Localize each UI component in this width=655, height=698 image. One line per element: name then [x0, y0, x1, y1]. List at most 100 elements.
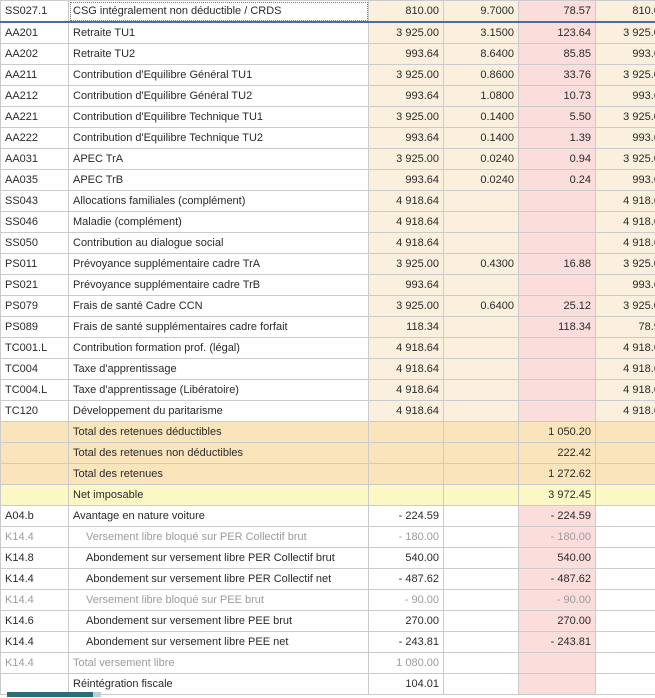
table-row[interactable]: AA201 Retraite TU1 3 925.00 3.1500 123.6…: [1, 22, 655, 44]
row-base-cell[interactable]: 3 925.00: [369, 22, 444, 44]
row-base2-cell[interactable]: 4 918.64: [596, 359, 655, 380]
row-base2-cell[interactable]: [596, 590, 655, 611]
row-code-cell[interactable]: TC001.L: [1, 338, 69, 359]
row-label-cell[interactable]: Contribution d'Equilibre Technique TU2: [69, 128, 369, 149]
row-rate-cell[interactable]: [444, 485, 519, 506]
row-label-cell[interactable]: Retraite TU2: [69, 44, 369, 65]
row-base-cell[interactable]: 270.00: [369, 611, 444, 632]
row-base-cell[interactable]: 4 918.64: [369, 233, 444, 254]
row-base-cell[interactable]: 540.00: [369, 548, 444, 569]
row-amount-cell[interactable]: [519, 380, 596, 401]
row-label-cell[interactable]: Total versement libre: [69, 653, 369, 674]
table-row[interactable]: K14.4 Total versement libre 1 080.00: [1, 653, 655, 674]
row-rate-cell[interactable]: [444, 674, 519, 695]
row-rate-cell[interactable]: [444, 191, 519, 212]
table-row[interactable]: AA211 Contribution d'Equilibre Général T…: [1, 65, 655, 86]
row-label-cell[interactable]: Frais de santé Cadre CCN: [69, 296, 369, 317]
row-rate-cell[interactable]: [444, 653, 519, 674]
table-row[interactable]: PS079 Frais de santé Cadre CCN 3 925.00 …: [1, 296, 655, 317]
row-amount-cell[interactable]: 1 050.20: [519, 422, 596, 443]
horizontal-scrollbar-thumb[interactable]: [7, 692, 93, 697]
row-base-cell[interactable]: 993.64: [369, 170, 444, 191]
row-rate-cell[interactable]: [444, 548, 519, 569]
row-label-cell[interactable]: Contribution au dialogue social: [69, 233, 369, 254]
row-base2-cell[interactable]: 993.64: [596, 128, 655, 149]
row-base2-cell[interactable]: 3 925.00: [596, 65, 655, 86]
row-amount-cell[interactable]: [519, 275, 596, 296]
row-base2-cell[interactable]: [596, 443, 655, 464]
row-code-cell[interactable]: TC004: [1, 359, 69, 380]
row-code-cell[interactable]: K14.8: [1, 548, 69, 569]
table-row[interactable]: SS043 Allocations familiales (complément…: [1, 191, 655, 212]
row-label-cell[interactable]: APEC TrA: [69, 149, 369, 170]
row-code-cell[interactable]: PS089: [1, 317, 69, 338]
row-base-cell[interactable]: 104.01: [369, 674, 444, 695]
row-label-cell[interactable]: Contribution formation prof. (légal): [69, 338, 369, 359]
row-amount-cell[interactable]: 10.73: [519, 86, 596, 107]
row-amount-cell[interactable]: 1.39: [519, 128, 596, 149]
table-row[interactable]: K14.4 Abondement sur versement libre PEE…: [1, 632, 655, 653]
row-base-cell[interactable]: - 180.00: [369, 527, 444, 548]
table-row[interactable]: AA222 Contribution d'Equilibre Technique…: [1, 128, 655, 149]
row-base-cell[interactable]: - 243.81: [369, 632, 444, 653]
table-row[interactable]: K14.4 Abondement sur versement libre PER…: [1, 569, 655, 590]
row-rate-cell[interactable]: [444, 527, 519, 548]
row-amount-cell[interactable]: 1 272.62: [519, 464, 596, 485]
row-amount-cell[interactable]: [519, 674, 596, 695]
row-base2-cell[interactable]: [596, 611, 655, 632]
row-amount-cell[interactable]: 270.00: [519, 611, 596, 632]
row-base2-cell[interactable]: 3 925.00: [596, 149, 655, 170]
row-code-cell[interactable]: SS027.1: [1, 1, 69, 23]
row-code-cell[interactable]: SS043: [1, 191, 69, 212]
row-label-cell[interactable]: Contribution d'Equilibre Technique TU1: [69, 107, 369, 128]
row-rate-cell[interactable]: 9.7000: [444, 1, 519, 23]
row-amount-cell[interactable]: [519, 359, 596, 380]
row-base2-cell[interactable]: 4 918.64: [596, 212, 655, 233]
table-row[interactable]: AA035 APEC TrB 993.64 0.0240 0.24 993.64: [1, 170, 655, 191]
row-base-cell[interactable]: 4 918.64: [369, 191, 444, 212]
row-base2-cell[interactable]: 4 918.64: [596, 233, 655, 254]
row-base-cell[interactable]: 3 925.00: [369, 296, 444, 317]
row-base2-cell[interactable]: 810.00: [596, 1, 655, 23]
row-base-cell[interactable]: 993.64: [369, 86, 444, 107]
row-code-cell[interactable]: [1, 485, 69, 506]
row-rate-cell[interactable]: 0.6400: [444, 296, 519, 317]
row-label-cell[interactable]: Contribution d'Equilibre Général TU1: [69, 65, 369, 86]
table-row[interactable]: TC001.L Contribution formation prof. (lé…: [1, 338, 655, 359]
row-base-cell[interactable]: 1 080.00: [369, 653, 444, 674]
row-base2-cell[interactable]: 3 925.00: [596, 296, 655, 317]
row-label-cell[interactable]: Maladie (complément): [69, 212, 369, 233]
table-row[interactable]: K14.6 Abondement sur versement libre PEE…: [1, 611, 655, 632]
table-row[interactable]: PS021 Prévoyance supplémentaire cadre Tr…: [1, 275, 655, 296]
row-base2-cell[interactable]: 78.90: [596, 317, 655, 338]
row-base-cell[interactable]: 4 918.64: [369, 359, 444, 380]
row-base-cell[interactable]: 993.64: [369, 44, 444, 65]
row-amount-cell[interactable]: [519, 191, 596, 212]
row-rate-cell[interactable]: 0.4300: [444, 254, 519, 275]
row-amount-cell[interactable]: [519, 653, 596, 674]
row-code-cell[interactable]: K14.4: [1, 569, 69, 590]
row-amount-cell[interactable]: 16.88: [519, 254, 596, 275]
row-base-cell[interactable]: - 90.00: [369, 590, 444, 611]
row-base2-cell[interactable]: 4 918.64: [596, 191, 655, 212]
row-amount-cell[interactable]: - 243.81: [519, 632, 596, 653]
row-code-cell[interactable]: TC004.L: [1, 380, 69, 401]
row-amount-cell[interactable]: 78.57: [519, 1, 596, 23]
row-base-cell[interactable]: 3 925.00: [369, 254, 444, 275]
row-label-cell[interactable]: Allocations familiales (complément): [69, 191, 369, 212]
row-base2-cell[interactable]: [596, 422, 655, 443]
table-row[interactable]: PS011 Prévoyance supplémentaire cadre Tr…: [1, 254, 655, 275]
row-rate-cell[interactable]: 0.8600: [444, 65, 519, 86]
row-label-cell[interactable]: Versement libre bloqué sur PEE brut: [69, 590, 369, 611]
row-rate-cell[interactable]: [444, 338, 519, 359]
row-base-cell[interactable]: 993.64: [369, 128, 444, 149]
row-label-cell[interactable]: Net imposable: [69, 485, 369, 506]
row-label-cell[interactable]: Frais de santé supplémentaires cadre for…: [69, 317, 369, 338]
row-label-cell[interactable]: Taxe d'apprentissage: [69, 359, 369, 380]
table-row[interactable]: K14.4 Versement libre bloqué sur PER Col…: [1, 527, 655, 548]
row-code-cell[interactable]: TC120: [1, 401, 69, 422]
table-row[interactable]: AA212 Contribution d'Equilibre Général T…: [1, 86, 655, 107]
row-base-cell[interactable]: - 487.62: [369, 569, 444, 590]
table-row[interactable]: AA031 APEC TrA 3 925.00 0.0240 0.94 3 92…: [1, 149, 655, 170]
table-row[interactable]: SS027.1 CSG intégralement non déductible…: [1, 1, 655, 23]
